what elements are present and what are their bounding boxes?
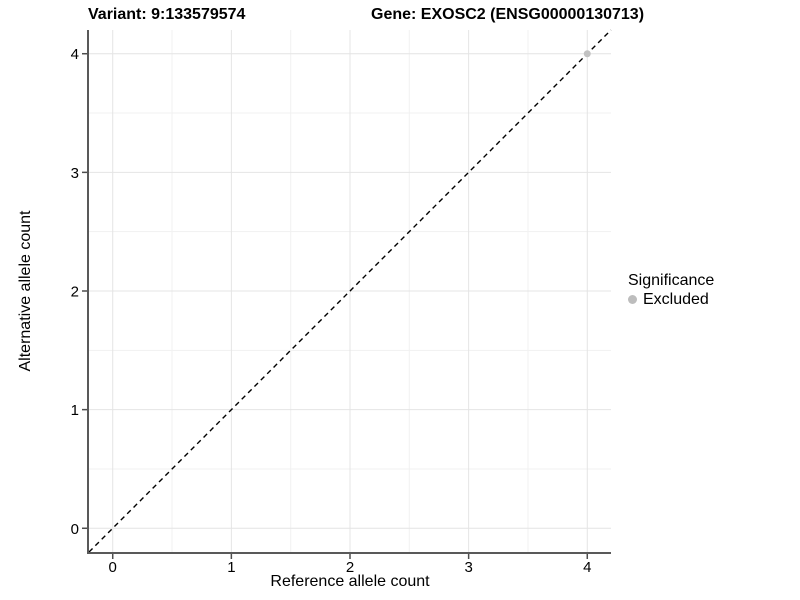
scatter-point-excluded [583, 50, 591, 58]
legend: Significance Excluded [628, 271, 714, 309]
identity-line [88, 29, 612, 553]
variant-title: Variant: 9:133579574 [88, 6, 246, 23]
legend-item-excluded: Excluded [628, 290, 714, 309]
x-tick-label: 3 [464, 559, 472, 576]
y-tick-label: 1 [71, 402, 79, 419]
x-tick-label: 1 [227, 559, 235, 576]
x-tick-label: 0 [109, 559, 117, 576]
axis-tick-labels: 0 1 2 3 4 0 1 2 3 4 [71, 46, 592, 576]
y-tick-label: 0 [71, 521, 79, 538]
identity-reference-line [88, 29, 612, 553]
data-points [583, 50, 591, 58]
axis-lines [87, 30, 611, 554]
legend-item-label: Excluded [643, 291, 709, 308]
axis-tick-marks [82, 52, 589, 559]
y-tick-label: 2 [71, 284, 79, 301]
x-tick-label: 2 [346, 559, 354, 576]
x-tick-label: 4 [583, 559, 591, 576]
y-tick-label: 3 [71, 165, 79, 182]
x-axis-title: Reference allele count [270, 573, 430, 590]
y-axis-title: Alternative allele count [17, 210, 34, 372]
gene-title: Gene: EXOSC2 (ENSG00000130713) [371, 6, 645, 23]
legend-title: Significance [628, 272, 715, 289]
y-tick-label: 4 [71, 46, 79, 63]
excluded-point-icon [628, 295, 637, 304]
